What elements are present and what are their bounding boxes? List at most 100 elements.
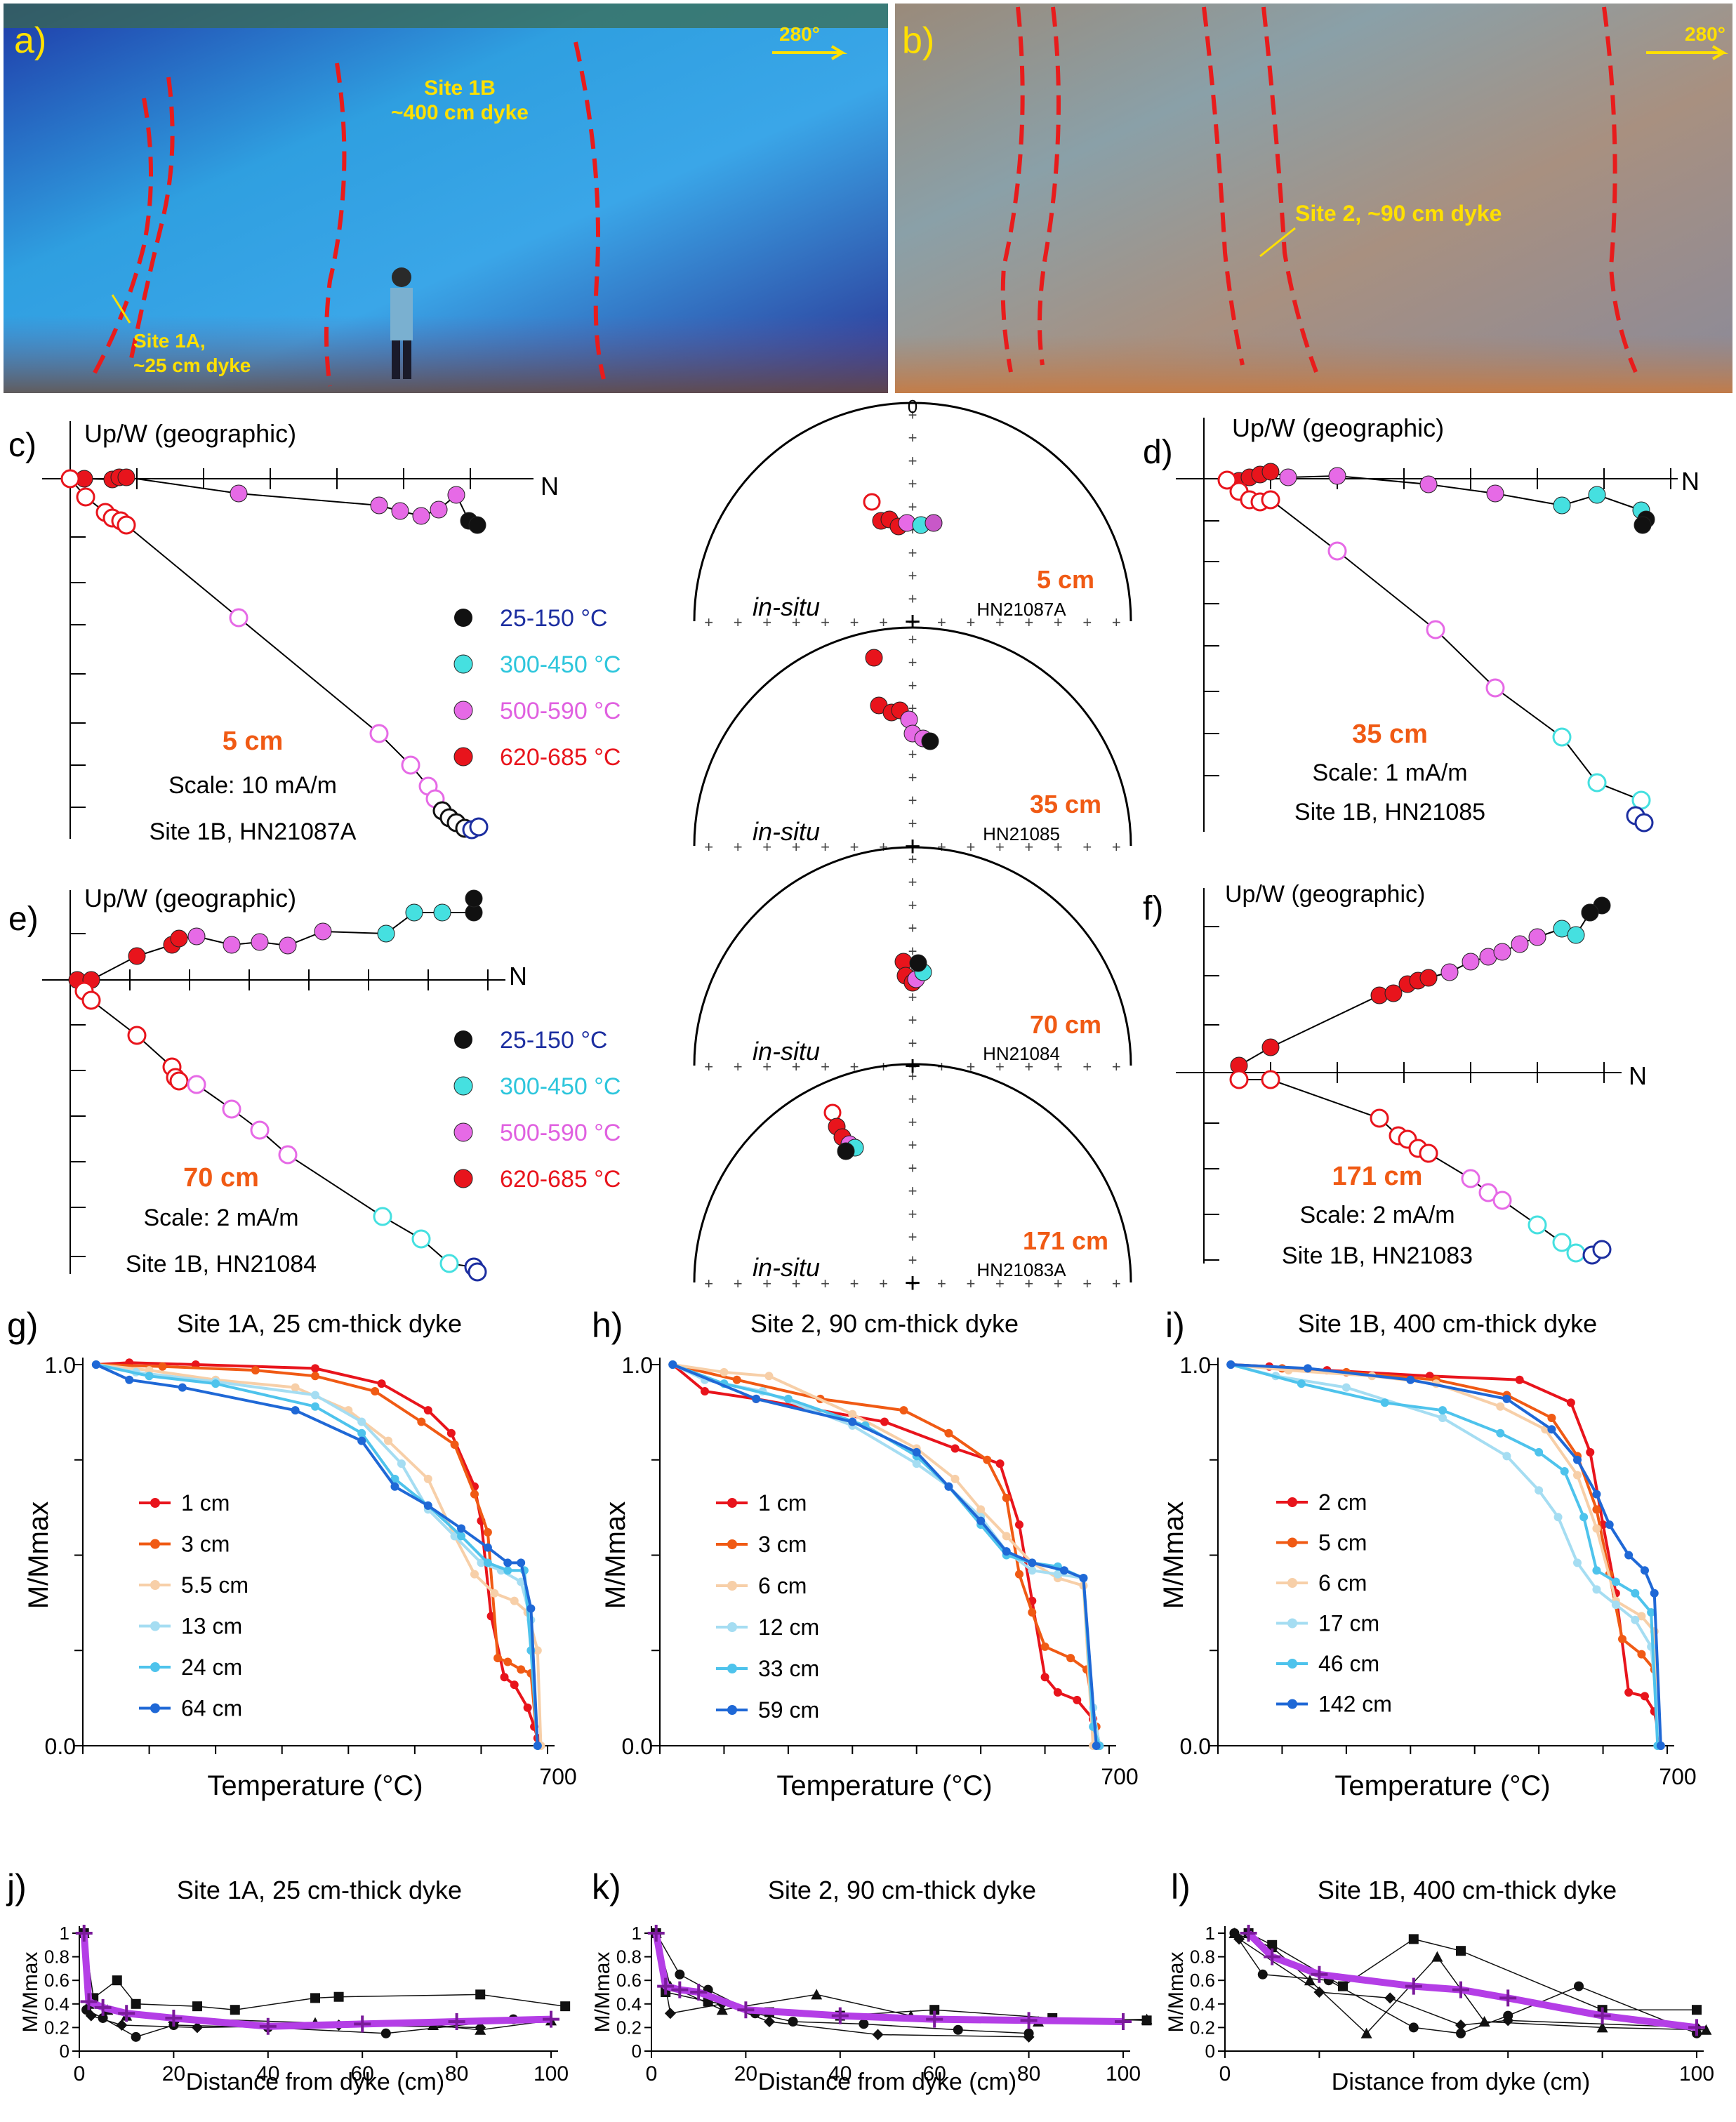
sample-line-triangle xyxy=(1234,1932,1707,2034)
panels: + + + + + + + + + + + + + + +++++++++++ + + + + + + + + + + + + + ++… xyxy=(6,402,1714,2095)
stereonet-grid-cross: + xyxy=(1112,838,1121,856)
stereonet-grid-cross: + xyxy=(908,677,917,694)
panel-d-n-label: N xyxy=(1681,467,1699,496)
panel-letter: l) xyxy=(1171,1867,1191,1907)
stereonet-point xyxy=(837,1142,855,1160)
distance-panel-j: j) Site 1A, 25 cm-thick dyke 0 0.20.4 0.60.8… xyxy=(6,1867,571,2095)
series-point xyxy=(483,1527,492,1537)
panel-e-horizontal-point xyxy=(314,922,332,941)
stereonet-grid-cross: + xyxy=(879,838,888,856)
stereonet-grid-cross: + xyxy=(908,920,917,937)
series-point xyxy=(357,1436,366,1445)
stereonet-grid-cross: + xyxy=(937,1275,946,1292)
mean-marker-plus xyxy=(1311,1965,1328,1983)
stereonet-4-mode: in-situ xyxy=(753,1253,820,1282)
series-point xyxy=(1586,1447,1595,1457)
mean-marker-plus xyxy=(1405,1977,1422,1995)
series-point xyxy=(1573,1558,1582,1567)
sample-marker-diamond xyxy=(116,2020,128,2031)
series-point xyxy=(944,1482,953,1491)
panel-f-vertical-point xyxy=(1419,1143,1438,1163)
stereonet-3-mode: in-situ xyxy=(753,1037,820,1066)
stereonet-grid-cross: + xyxy=(908,1034,917,1052)
series-point xyxy=(510,1680,519,1690)
panel-e-vertical-point xyxy=(439,1254,459,1273)
series-point xyxy=(1380,1398,1389,1407)
stereonet-grid-cross: + xyxy=(908,475,917,493)
x-axis-label: Temperature (°C) xyxy=(776,1770,992,1801)
stereonet-grid-cross: + xyxy=(908,873,917,891)
stereonet-center-cross: + xyxy=(904,606,920,637)
series-point xyxy=(510,1596,519,1605)
stereonet-grid-cross: + xyxy=(937,614,946,631)
legend-label: 24 cm xyxy=(181,1655,242,1680)
series-point xyxy=(1624,1551,1634,1560)
legend-marker xyxy=(150,1662,160,1672)
series-point xyxy=(483,1543,492,1552)
stereonet-grid-cross: + xyxy=(1054,838,1063,856)
legend-label: 1 cm xyxy=(181,1490,230,1516)
series-point xyxy=(523,1703,532,1712)
series-point xyxy=(311,1364,319,1373)
panel-d-site: Site 1B, HN21085 xyxy=(1294,799,1485,825)
panel-title: Site 1A, 25 cm-thick dyke xyxy=(177,1876,462,1904)
legend-label: 3 cm xyxy=(758,1532,807,1557)
sample-marker-diamond xyxy=(475,2022,486,2034)
stereonet-1-mode: in-situ xyxy=(753,592,820,621)
series-point xyxy=(1535,1447,1544,1457)
legend-c-label-0: 25-150 °C xyxy=(500,605,607,632)
panel-f-vertical-point xyxy=(1592,1240,1612,1259)
panel-title: Site 1B, 400 cm-thick dyke xyxy=(1298,1309,1597,1338)
photo-a-person-figure xyxy=(390,267,413,379)
stereonet-point xyxy=(863,493,881,511)
y-tick-label: 0.0 xyxy=(45,1734,76,1759)
legend-label: 6 cm xyxy=(758,1573,807,1598)
stereonet-grid-cross: + xyxy=(1082,1275,1092,1292)
panel-e-horizontal-point xyxy=(223,936,241,954)
stereonet-outline xyxy=(693,846,1132,1066)
series-point xyxy=(390,1474,399,1483)
stereonet-grid-cross: + xyxy=(908,1275,917,1292)
panel-e-vertical-point xyxy=(468,1262,487,1282)
legend-marker xyxy=(727,1581,737,1591)
y-tick-label: 0.8 xyxy=(44,1947,69,1968)
series-point xyxy=(1547,1425,1556,1434)
series-point xyxy=(311,1372,319,1381)
series-point xyxy=(503,1558,512,1567)
panel-f-horizontal-point xyxy=(1261,1038,1280,1056)
legend-label: 59 cm xyxy=(758,1697,819,1723)
photo-b-bearing: 280° xyxy=(1685,23,1725,45)
stereonet-point xyxy=(865,649,883,667)
panel-c-n-label: N xyxy=(541,472,559,500)
stereonet-grid-cross: + xyxy=(792,614,801,631)
stereonet-grid-cross: + xyxy=(704,838,713,856)
stereonet-grid-cross: + xyxy=(995,614,1005,631)
x-axis-label: Distance from dyke (cm) xyxy=(758,2069,1016,2095)
stereonet-3-sample: HN21084 xyxy=(983,1043,1060,1064)
sample-marker-diamond xyxy=(1313,1987,1325,1998)
stereonet-2-sample: HN21085 xyxy=(983,823,1060,844)
sample-marker-circle xyxy=(1257,1969,1268,1980)
series-line-17-cm xyxy=(1230,1363,1662,1746)
legend-label: 46 cm xyxy=(1318,1651,1379,1676)
stereonet-grid-cross: + xyxy=(821,1275,830,1292)
series-point xyxy=(1650,1589,1659,1598)
stereonet-2: +++++++++++++++++++++++++ xyxy=(693,626,1132,862)
panel-letter: h) xyxy=(592,1306,623,1345)
stereonet-4: + + + + + + + + + + + + + + +++++++++++ xyxy=(693,1063,1132,1299)
stereonet-grid-cross: + xyxy=(967,838,976,856)
stereonet-grid-cross: + xyxy=(908,544,917,562)
sample-marker-triangle xyxy=(1360,2027,1372,2038)
y-tick-label: 0.4 xyxy=(1190,1994,1215,2015)
photo-a-vegetation xyxy=(4,4,888,28)
series-point xyxy=(446,1428,456,1438)
series-point xyxy=(983,1455,992,1464)
stereonet-grid-cross: + xyxy=(908,1058,917,1075)
distance-panel-l: l) Site 1B, 400 cm-thick dyke 0 0.20.4 0.60.… xyxy=(1165,1867,1714,2095)
sample-marker-circle xyxy=(859,2019,869,2029)
photo-a-site1a-size: ~25 cm dyke xyxy=(133,354,251,376)
sample-marker-circle xyxy=(1574,1981,1584,1991)
legend-marker xyxy=(727,1622,737,1632)
sample-marker-square xyxy=(1692,2005,1702,2015)
